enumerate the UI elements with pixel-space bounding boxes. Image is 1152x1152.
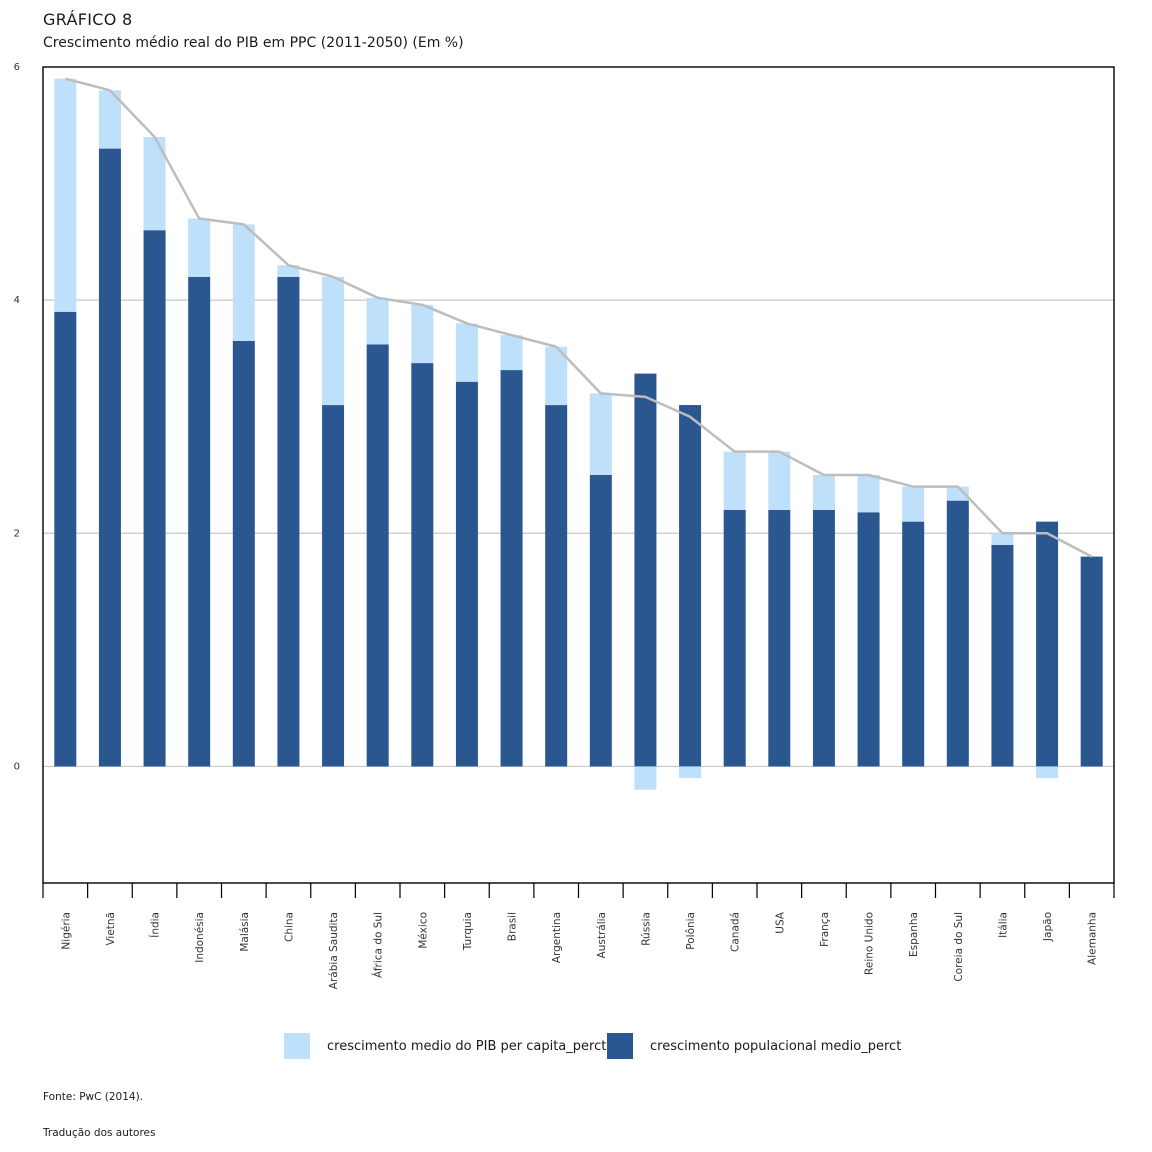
bar-population: [232, 340, 255, 767]
legend-label-per-capita: crescimento medio do PIB per capita_perc…: [327, 1038, 607, 1054]
y-tick-label-0: 0: [14, 761, 20, 772]
x-tick-label: Canadá: [730, 912, 742, 952]
legend-swatch-population: [607, 1033, 633, 1059]
bar-population: [455, 381, 478, 767]
x-tick-label: Austrália: [596, 912, 608, 958]
bar-per-capita: [188, 218, 211, 277]
bar-per-capita: [723, 451, 746, 510]
plot-frame: [42, 66, 1115, 884]
bar-population: [54, 311, 77, 767]
total-growth-line: [64, 77, 1093, 558]
bar-per-capita: [366, 297, 389, 345]
bar-population: [902, 521, 925, 767]
y-tick-label-4: 4: [14, 295, 20, 306]
legend-swatch-per-capita: [284, 1033, 310, 1059]
x-tick-label: Coreia do Sul: [953, 912, 965, 982]
bar-population: [1036, 521, 1059, 767]
x-tick-label: China: [283, 912, 295, 942]
x-tick-label: Nigéria: [60, 912, 72, 950]
x-tick-label: México: [417, 912, 429, 949]
bar-per-capita: [277, 265, 300, 277]
x-tick-label: Itália: [997, 912, 1009, 938]
bar-per-capita: [991, 533, 1014, 545]
bar-population: [500, 370, 523, 767]
bar-population: [589, 475, 612, 767]
x-tick-label: Alemanha: [1087, 912, 1099, 965]
x-tick-label: USA: [774, 911, 786, 934]
y-tick-label-2: 2: [14, 528, 20, 539]
bar-population: [98, 148, 121, 767]
bar-per-capita: [545, 346, 568, 406]
x-tick-label: Malásia: [239, 912, 251, 952]
x-tick-label: Turquia: [462, 912, 474, 951]
bar-per-capita: [679, 766, 702, 779]
bar-population: [411, 363, 434, 767]
bar-population: [1080, 556, 1103, 767]
bar-per-capita: [455, 323, 478, 382]
source-note: Fonte: PwC (2014).: [43, 1091, 144, 1103]
bar-chart: 0 2 4 6 Nigéria Vietnã Índia Indonésia Malásia Ch…: [14, 62, 1115, 989]
x-tick-label: África do Sul: [372, 912, 385, 978]
x-tick-label: Brasil: [507, 912, 519, 941]
translation-note: Tradução dos autores: [43, 1127, 156, 1139]
bar-per-capita: [812, 475, 835, 510]
x-tick-label: Arábia Saudita: [328, 912, 340, 989]
bar-per-capita: [902, 486, 925, 522]
x-tick-label: Rússia: [640, 912, 652, 946]
x-tick-label: Índia: [149, 912, 162, 938]
bar-population: [277, 276, 300, 767]
bar-population: [723, 509, 746, 767]
x-tick-label: Reino Unido: [864, 912, 876, 975]
bar-per-capita: [322, 276, 345, 406]
bar-per-capita: [143, 136, 166, 231]
legend-item-per-capita: crescimento medio do PIB per capita_perc…: [284, 1033, 606, 1059]
bar-per-capita: [411, 304, 434, 364]
bar-population: [545, 405, 568, 767]
bar-per-capita: [232, 224, 255, 341]
x-tick-label: Indonésia: [194, 912, 206, 963]
bar-population: [812, 509, 835, 767]
x-tick-label: Argentina: [551, 912, 563, 963]
bar-population: [768, 509, 791, 767]
x-tick-label: Japão: [1042, 912, 1054, 942]
bar-population: [857, 512, 880, 767]
x-tick-label: Espanha: [908, 912, 920, 957]
bar-per-capita: [500, 335, 523, 371]
bar-population: [991, 544, 1014, 767]
bar-per-capita: [634, 766, 657, 790]
bar-per-capita: [768, 451, 791, 510]
x-tick-label: Vietnã: [105, 912, 117, 946]
bar-population: [322, 405, 345, 767]
y-tick-label-6: 6: [14, 62, 20, 73]
bar-population: [946, 500, 969, 767]
x-tick-label: Polônia: [685, 912, 697, 950]
bar-per-capita: [857, 475, 880, 513]
chart-label: GRÁFICO 8: [43, 10, 133, 29]
bar-population: [366, 344, 389, 767]
x-tick-label: França: [819, 912, 831, 947]
bar-per-capita: [1036, 766, 1059, 779]
legend-item-population: crescimento populacional medio_perct: [607, 1033, 901, 1059]
bar-population: [143, 230, 166, 767]
legend-label-population: crescimento populacional medio_perct: [650, 1038, 902, 1054]
bar-population: [634, 373, 657, 767]
chart-title: Crescimento médio real do PIB em PPC (20…: [43, 35, 464, 51]
bar-per-capita: [98, 90, 121, 149]
bar-per-capita: [54, 78, 77, 312]
bar-population: [188, 276, 211, 767]
bar-per-capita: [946, 486, 969, 501]
bar-population: [679, 405, 702, 767]
bar-per-capita: [589, 393, 612, 475]
